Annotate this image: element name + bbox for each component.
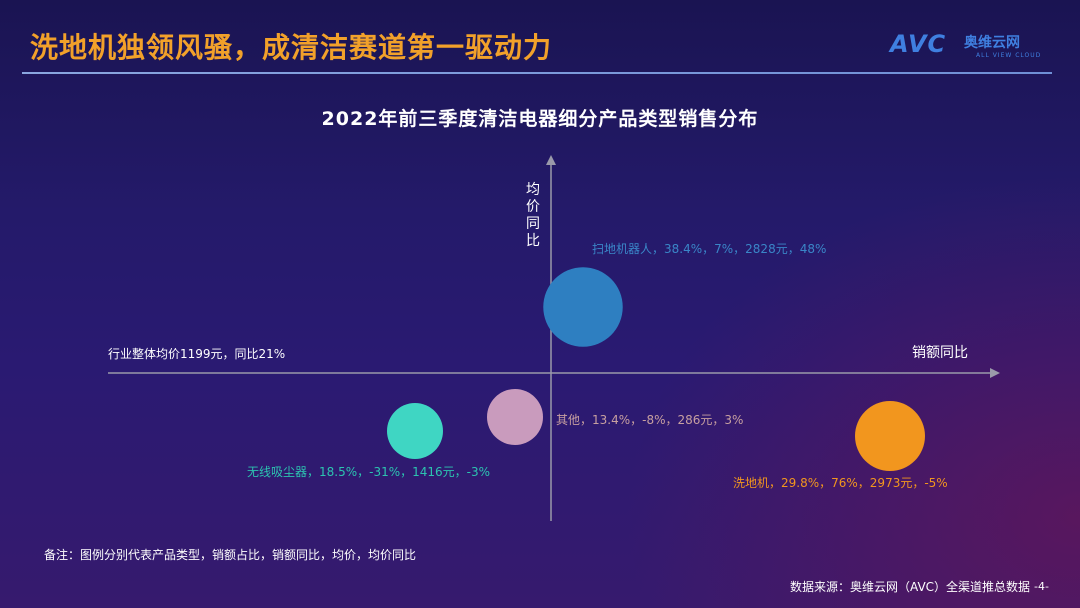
bubble-2 (387, 403, 443, 459)
page-title: 洗地机独领风骚，成清洁赛道第一驱动力 (30, 31, 553, 64)
bubble-0 (543, 267, 623, 347)
bubble-label-2: 无线吸尘器，18.5%，-31%，1416元，-3% (247, 465, 490, 479)
header-bar: 洗地机独领风骚，成清洁赛道第一驱动力 AVC 奥维云网 ALL VIEW CLO… (0, 0, 1080, 78)
y-axis-label: 均价同比 (526, 182, 540, 249)
bubble-label-0: 扫地机器人，38.4%，7%，2828元，48% (592, 242, 826, 256)
chart-title: 2022年前三季度清洁电器细分产品类型销售分布 (321, 108, 759, 130)
logo-name-cn: 奥维云网 (964, 35, 1020, 51)
bubble-1 (487, 389, 543, 445)
bubble-3 (855, 401, 925, 471)
bubble-label-3: 洗地机，29.8%，76%，2973元，-5% (733, 476, 948, 490)
header-divider (22, 72, 1052, 74)
x-axis-label: 销额同比 (912, 345, 968, 361)
logo-name-en: ALL VIEW CLOUD (976, 52, 1042, 59)
page-number: -4- (1034, 580, 1049, 593)
footnote: 备注：图例分别代表产品类型，销额占比，销额同比，均价，均价同比 (44, 548, 417, 562)
bubble-label-1: 其他，13.4%，-8%，286元，3% (556, 413, 743, 427)
data-source: 数据来源：奥维云网（AVC）全渠道推总数据 (790, 580, 1031, 594)
logo-mark: AVC (890, 30, 947, 58)
bubble-group: 扫地机器人，38.4%，7%，2828元，48% 其他，13.4%，-8%，286… (247, 242, 948, 490)
avc-logo: AVC 奥维云网 ALL VIEW CLOUD (890, 30, 1060, 64)
baseline-label: 行业整体均价1199元，同比21% (108, 346, 285, 361)
